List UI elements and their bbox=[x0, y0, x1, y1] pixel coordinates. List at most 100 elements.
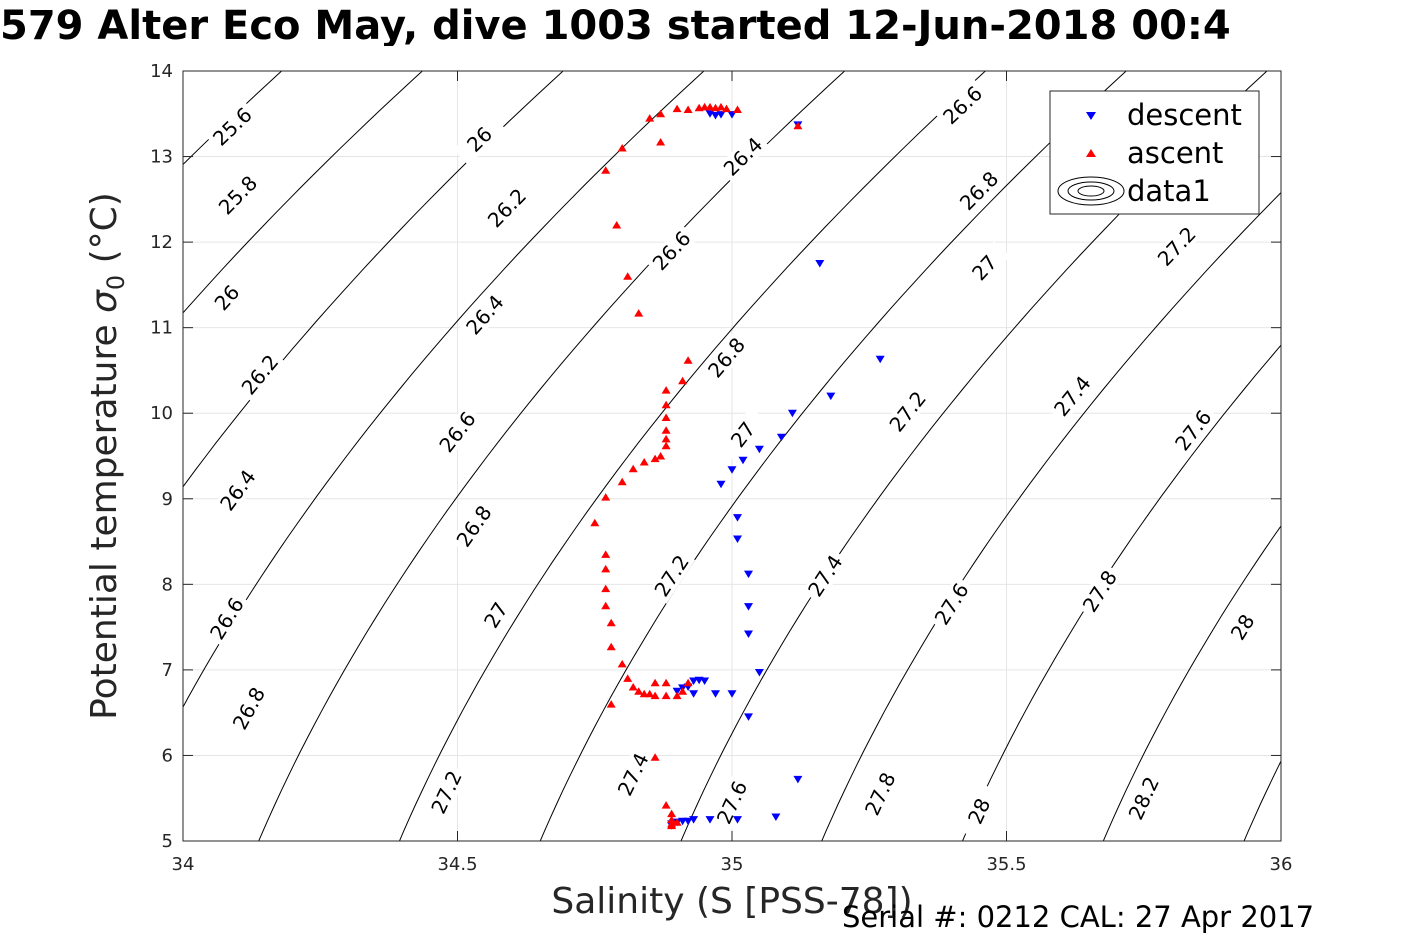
ascent-point bbox=[661, 801, 671, 809]
ascent-point bbox=[716, 102, 726, 111]
descent-point bbox=[754, 669, 764, 677]
contour-label: 27 bbox=[958, 241, 1011, 295]
isopycnal-26.6 bbox=[398, 71, 987, 841]
y-axis-label-unit: (°C) bbox=[84, 192, 125, 275]
y-axis-label: Potential temperature σ0 (°C) bbox=[84, 192, 130, 720]
contour-label-bg bbox=[701, 330, 752, 385]
chart-title: 579 Alter Eco May, dive 1003 started 12-… bbox=[0, 6, 1231, 46]
contour-label-bg bbox=[928, 576, 975, 632]
ascent-point bbox=[601, 550, 611, 558]
ascent-point bbox=[623, 674, 633, 682]
ascent-point bbox=[628, 464, 638, 473]
ascent-point bbox=[650, 691, 660, 700]
ascent-point bbox=[656, 452, 666, 460]
contour-label-bg bbox=[472, 587, 519, 643]
ascent-point bbox=[661, 413, 671, 421]
ascent-point bbox=[661, 434, 671, 443]
y-axis-label-subscript: 0 bbox=[102, 275, 130, 290]
contour-label: 26.2 bbox=[234, 347, 285, 402]
ascent-point bbox=[634, 309, 644, 317]
descent-point bbox=[716, 111, 726, 119]
contour-label: 26.6 bbox=[203, 590, 250, 647]
legend: descent ascent data1 bbox=[1049, 90, 1260, 215]
contour-label: 27.2 bbox=[648, 548, 696, 604]
contour-label-bg bbox=[459, 288, 511, 342]
ascent-point bbox=[606, 700, 616, 708]
ascent-point bbox=[672, 104, 682, 113]
ascent-point bbox=[683, 105, 693, 113]
ascent-point bbox=[683, 678, 693, 687]
data-points bbox=[590, 102, 885, 830]
contour-label: 27.2 bbox=[882, 384, 933, 439]
x-tick-label: 34.5 bbox=[437, 854, 477, 875]
contour-label-bg bbox=[453, 113, 506, 166]
descent-point bbox=[738, 456, 748, 465]
legend-descent-label: descent bbox=[1127, 98, 1242, 132]
contour-label-bg bbox=[718, 407, 768, 462]
contour-label: 26 bbox=[201, 271, 253, 325]
contour-label-bg bbox=[801, 548, 849, 604]
contour-label-text: 27.2 bbox=[426, 767, 467, 818]
legend-ascent-label: ascent bbox=[1127, 136, 1223, 170]
ascent-point bbox=[617, 144, 627, 152]
descent-point bbox=[700, 677, 710, 685]
contour-label-text: 28.2 bbox=[1124, 773, 1165, 823]
descent-point bbox=[727, 690, 737, 698]
y-tick-label: 7 bbox=[162, 660, 173, 681]
contour-label-bg bbox=[432, 404, 483, 460]
descent-point bbox=[689, 690, 699, 698]
y-tick-label: 5 bbox=[162, 831, 173, 852]
x-tick-label: 36 bbox=[1270, 854, 1293, 875]
ascent-point bbox=[617, 477, 627, 486]
isopycnal-27.4 bbox=[961, 344, 1281, 841]
descent-point bbox=[744, 603, 753, 611]
isopycnal-25.6 bbox=[183, 71, 283, 166]
descent-point bbox=[793, 775, 803, 784]
contour-label: 26 bbox=[453, 113, 506, 166]
isopycnal-25.8 bbox=[183, 71, 424, 314]
descent-point bbox=[787, 409, 797, 418]
contour-label: 25.8 bbox=[211, 168, 264, 222]
contour-label: 27.4 bbox=[611, 746, 655, 803]
contour-label: 26.4 bbox=[213, 462, 263, 518]
descent-point bbox=[672, 687, 682, 696]
contour-label: 26.8 bbox=[952, 164, 1006, 218]
contour-label: 26.6 bbox=[936, 79, 990, 132]
descent-point bbox=[727, 466, 737, 474]
ascent-point bbox=[612, 221, 622, 229]
ascent-point bbox=[683, 356, 693, 364]
x-tick-label: 35.5 bbox=[986, 854, 1026, 875]
contour-label-bg bbox=[645, 224, 698, 278]
y-tick-label: 9 bbox=[162, 489, 173, 510]
descent-point bbox=[771, 813, 781, 821]
y-tick-label: 14 bbox=[150, 61, 173, 82]
ascent-point bbox=[661, 386, 671, 394]
descent-point bbox=[744, 630, 753, 638]
contour-label-bg bbox=[882, 384, 933, 439]
contour-label-bg bbox=[480, 181, 533, 235]
legend-descent-marker bbox=[1086, 112, 1096, 120]
contour-label-bg bbox=[1219, 599, 1266, 656]
contour-label-bg bbox=[716, 130, 770, 183]
contour-label-text: 27.6 bbox=[712, 777, 752, 827]
contour-label-bg bbox=[1150, 219, 1203, 273]
ascent-point bbox=[601, 493, 611, 501]
ascent-point bbox=[623, 272, 633, 280]
contour-label-bg bbox=[958, 782, 1000, 840]
ascent-point bbox=[656, 138, 666, 146]
ascent-point bbox=[678, 687, 688, 695]
y-tick-label: 11 bbox=[150, 318, 173, 339]
contour-label-bg bbox=[648, 548, 696, 604]
descent-point bbox=[711, 112, 720, 120]
ascent-point bbox=[650, 454, 660, 463]
descent-point bbox=[711, 690, 720, 698]
ascent-point bbox=[634, 687, 644, 695]
contour-label: 27.4 bbox=[801, 548, 849, 604]
contour-label: 27.6 bbox=[711, 774, 753, 831]
contour-label: 27.8 bbox=[859, 765, 902, 823]
descent-point bbox=[754, 445, 764, 454]
descent-point bbox=[733, 816, 742, 824]
descent-point bbox=[689, 677, 699, 685]
descent-point bbox=[716, 480, 726, 489]
contour-label-bg bbox=[226, 680, 271, 737]
